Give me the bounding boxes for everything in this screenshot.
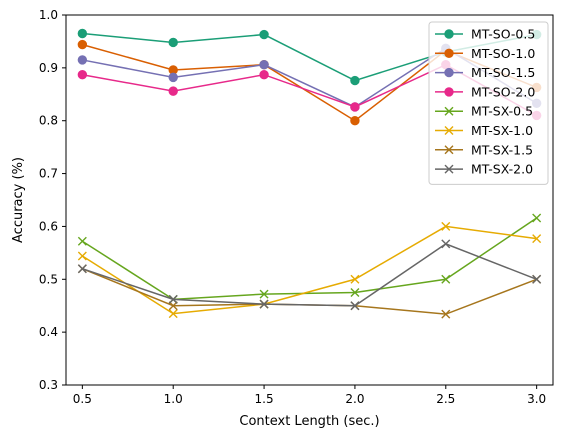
y-axis-ticks: 0.3 0.4 0.5 0.6 0.7 0.8 0.9 1.0 — [39, 8, 66, 392]
legend-marker — [444, 106, 454, 116]
data-point — [77, 39, 88, 50]
data-point — [77, 28, 88, 39]
data-point — [441, 309, 451, 319]
data-point — [259, 289, 269, 299]
data-point — [168, 37, 178, 48]
legend-marker — [444, 67, 454, 78]
data-point — [168, 86, 178, 96]
data-point — [168, 294, 178, 304]
x-tick-label: 1.0 — [164, 392, 183, 406]
legend-item: MT-SX-1.5 — [435, 142, 533, 157]
legend-label: MT-SX-0.5 — [471, 104, 533, 119]
data-point — [350, 116, 360, 126]
x-axis-label: Context Length (sec.) — [239, 414, 379, 429]
x-tick-label: 0.5 — [73, 392, 92, 406]
data-point — [259, 29, 269, 40]
x-tick-label: 2.5 — [436, 392, 455, 406]
series-mt-sx-1.0 — [77, 221, 542, 319]
data-point — [441, 239, 451, 249]
data-point — [350, 301, 360, 311]
legend-marker — [444, 164, 454, 174]
series-mt-sx-2.0 — [77, 239, 542, 311]
legend-item: MT-SX-2.0 — [435, 162, 533, 177]
data-point — [350, 288, 360, 297]
y-tick-label: 0.7 — [39, 167, 58, 181]
legend: MT-SO-0.5 MT-SO-1.0 MT-SO-1.5 MT-SO-2.0 MT-S… — [428, 21, 549, 185]
legend-item: MT-SX-0.5 — [435, 104, 533, 119]
data-point — [350, 75, 360, 86]
data-point — [259, 70, 269, 80]
legend-label: MT-SX-1.0 — [471, 123, 533, 138]
y-tick-label: 0.9 — [39, 61, 58, 75]
legend-marker — [444, 126, 454, 135]
data-point — [441, 221, 451, 231]
y-tick-label: 0.8 — [39, 114, 58, 128]
x-axis-ticks: 0.5 1.0 1.5 2.0 2.5 3.0 — [73, 385, 546, 406]
series-line — [81, 225, 537, 315]
legend-marker — [444, 48, 454, 58]
legend-marker — [444, 29, 454, 39]
y-tick-label: 0.5 — [39, 272, 58, 286]
legend-item: MT-SO-0.5 — [435, 27, 535, 42]
plot-frame — [65, 14, 554, 386]
y-tick-label: 1.0 — [39, 8, 58, 22]
data-point — [350, 102, 360, 112]
legend-label: MT-SO-1.5 — [471, 65, 535, 80]
legend-marker — [444, 87, 454, 97]
data-point — [77, 236, 87, 246]
data-point — [77, 251, 87, 261]
legend-box — [428, 21, 549, 185]
x-tick-label: 1.5 — [255, 392, 274, 406]
data-point — [350, 274, 360, 284]
data-point — [532, 213, 542, 223]
data-point — [168, 309, 178, 319]
legend-label: MT-SX-2.0 — [471, 162, 533, 177]
y-axis-label: Accuracy (%) — [11, 157, 26, 243]
legend-item: MT-SX-1.0 — [435, 123, 533, 138]
series-line — [82, 243, 537, 307]
data-point — [77, 55, 88, 65]
data-point — [532, 234, 542, 244]
legend-marker — [444, 145, 454, 155]
y-tick-label: 0.6 — [39, 219, 58, 233]
series-line — [81, 217, 538, 301]
data-point — [168, 301, 178, 311]
legend-item: MT-SO-1.5 — [435, 65, 535, 80]
x-tick-label: 2.0 — [345, 392, 364, 406]
series-mt-sx-0.5 — [77, 213, 542, 304]
data-point — [441, 274, 451, 284]
legend-label: MT-SO-1.0 — [471, 46, 535, 61]
y-tick-label: 0.4 — [39, 325, 58, 339]
legend-label: MT-SX-1.5 — [471, 142, 533, 157]
data-point — [259, 299, 269, 309]
data-point — [77, 264, 87, 274]
x-tick-label: 3.0 — [527, 392, 546, 406]
legend-item: MT-SO-2.0 — [435, 84, 535, 99]
data-point — [77, 70, 88, 80]
data-point — [259, 59, 269, 70]
y-tick-label: 0.3 — [39, 378, 58, 392]
data-point — [168, 72, 178, 83]
data-point — [532, 274, 542, 284]
legend-label: MT-SO-2.0 — [471, 84, 535, 99]
legend-item: MT-SO-1.0 — [435, 46, 535, 61]
legend-label: MT-SO-0.5 — [471, 27, 535, 42]
